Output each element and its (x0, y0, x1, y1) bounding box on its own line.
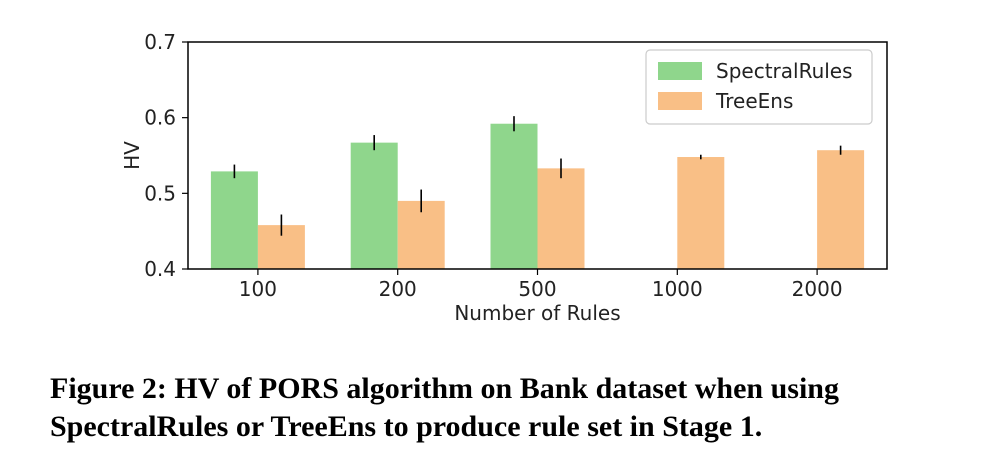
bar-spectralrules-200 (350, 142, 398, 269)
bar-treeens-1000 (677, 157, 725, 269)
y-tick-label: 0.6 (144, 106, 176, 130)
x-tick-label: 200 (379, 277, 417, 301)
y-tick-label: 0.5 (144, 181, 176, 205)
legend-label-treeens: TreeEns (715, 89, 793, 113)
x-tick-label: 1000 (652, 277, 703, 301)
bar-spectralrules-100 (210, 171, 258, 269)
x-tick-label: 100 (239, 277, 277, 301)
bar-chart: 0.4 0.5 0.6 0.7 100 200 500 1000 2000 HV Number… (120, 30, 888, 325)
x-tick-label: 2000 (792, 277, 843, 301)
bars-layer (210, 123, 865, 269)
y-axis-label: HV (120, 141, 144, 170)
bar-treeens-500 (537, 168, 585, 269)
legend-swatch-spectralrules (658, 62, 702, 80)
legend-swatch-treeens (658, 92, 702, 110)
bar-spectralrules-500 (490, 123, 538, 269)
legend-box (645, 49, 873, 125)
x-axis-label: Number of Rules (454, 301, 620, 325)
y-axis: 0.4 0.5 0.6 0.7 (144, 30, 188, 281)
figure-caption: Figure 2: HV of PORS algorithm on Bank d… (50, 372, 839, 443)
y-tick-label: 0.4 (144, 257, 176, 281)
y-tick-label: 0.7 (144, 30, 176, 54)
bar-treeens-2000 (817, 150, 865, 269)
legend: SpectralRules TreeEns (645, 49, 873, 125)
x-axis: 100 200 500 1000 2000 (239, 269, 843, 301)
x-tick-label: 500 (518, 277, 556, 301)
legend-label-spectralrules: SpectralRules (716, 59, 853, 83)
error-bars-layer (233, 116, 842, 236)
